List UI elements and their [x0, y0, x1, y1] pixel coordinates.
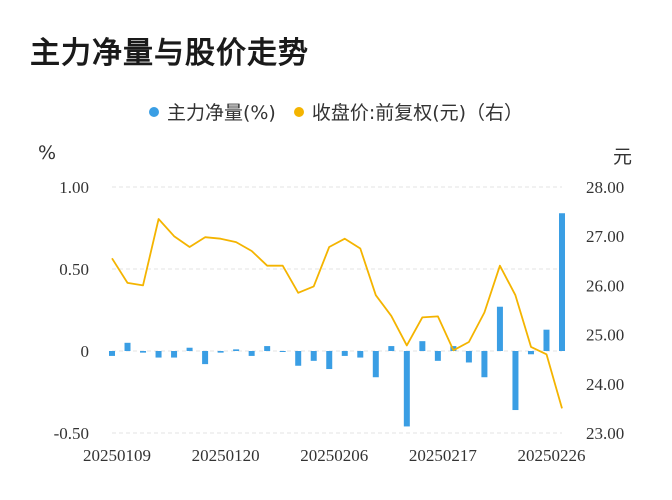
bar-series-marker [148, 106, 159, 117]
bar [233, 349, 240, 351]
bar [264, 346, 271, 351]
bar [310, 351, 317, 361]
x-tick-label: 20250206 [300, 446, 368, 465]
bar [248, 351, 255, 356]
x-tick-label: 20250226 [517, 446, 585, 465]
bar [419, 341, 426, 351]
bar [202, 351, 209, 365]
bar [171, 351, 178, 358]
x-tick-label: 20250109 [83, 446, 151, 465]
bar [527, 351, 534, 355]
bar [341, 351, 348, 356]
x-tick-label: 20250217 [409, 446, 478, 465]
bar [140, 351, 147, 353]
price-line [111, 218, 563, 409]
bar [124, 342, 131, 351]
legend-bar-label: 主力净量(%) [166, 102, 276, 124]
bar [543, 329, 550, 351]
bar [217, 351, 224, 353]
bar [279, 351, 286, 352]
bar [295, 351, 302, 366]
right-tick-label: 28.00 [586, 178, 624, 197]
right-tick-label: 24.00 [586, 375, 624, 394]
legend-line-label: 收盘价:前复权(元)（右） [311, 102, 524, 124]
bar [496, 306, 503, 351]
right-tick-label: 27.00 [586, 227, 624, 246]
bar [481, 351, 488, 378]
left-tick-label: 0 [81, 342, 90, 361]
right-tick-label: 26.00 [586, 276, 624, 295]
left-tick-label: 1.00 [59, 178, 89, 197]
left-axis-unit: % [38, 142, 57, 164]
x-tick-label: 20250120 [192, 446, 260, 465]
right-tick-label: 23.00 [586, 424, 624, 443]
legend-item-line[interactable]: 收盘价:前复权(元)（右） [293, 98, 524, 125]
legend-item-bar[interactable]: 主力净量(%) [148, 98, 276, 125]
legend: 主力净量(%) 收盘价:前复权(元)（右） [0, 98, 672, 125]
bar [512, 351, 519, 411]
bar [357, 351, 364, 358]
bar [109, 351, 115, 356]
left-tick-label: -0.50 [54, 424, 89, 443]
chart-title: 主力净量与股价走势 [30, 36, 309, 71]
line-series-marker [293, 106, 304, 117]
right-tick-label: 25.00 [586, 326, 624, 345]
bar [372, 351, 379, 378]
bar [559, 213, 565, 351]
bar [186, 347, 193, 351]
bar [465, 351, 472, 363]
bar [403, 351, 410, 427]
bar [155, 351, 162, 358]
bar [326, 351, 333, 370]
bar [434, 351, 441, 361]
bar [388, 346, 395, 351]
left-tick-label: 0.50 [59, 260, 89, 279]
right-axis-unit: 元 [613, 146, 633, 168]
